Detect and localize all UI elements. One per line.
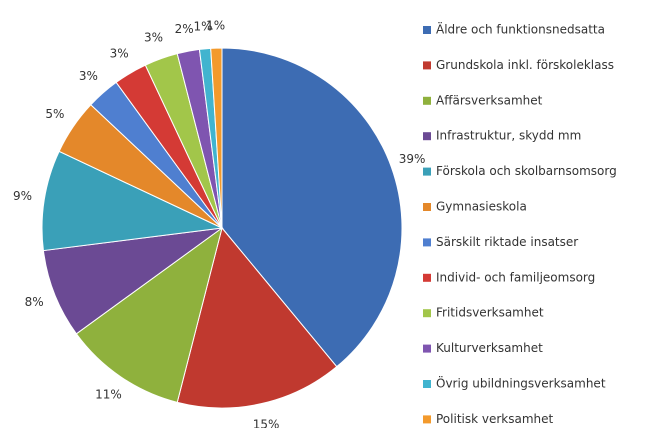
- legend-label: Politisk verksamhet: [436, 412, 554, 426]
- pie-slice: [41, 150, 224, 252]
- data-label: 15%: [253, 418, 280, 428]
- legend-label: Äldre och funktionsnedsatta: [436, 22, 605, 37]
- legend-swatch: [423, 132, 431, 141]
- legend-swatch: [423, 61, 431, 70]
- data-label: 8%: [25, 295, 44, 309]
- legend-label: Kulturverksamhet: [436, 341, 543, 355]
- data-label: 9%: [13, 189, 32, 203]
- legend-swatch: [423, 415, 431, 424]
- legend-swatch: [423, 238, 431, 247]
- legend-label: Fritidsverksamhet: [436, 306, 544, 320]
- pie-slice: [42, 227, 223, 335]
- pie-slice: [176, 226, 338, 409]
- legend-label: Övrig ubildningsverksamhet: [436, 375, 606, 391]
- pie-slice: [75, 226, 223, 403]
- legend-swatch: [423, 203, 431, 211]
- pie-slice: [221, 47, 403, 368]
- legend-label: Individ- och familjeomsorg: [436, 270, 595, 284]
- pie-slice: [210, 47, 223, 229]
- legend-label: Grundskola inkl. förskoleklass: [436, 58, 614, 72]
- data-label: 5%: [45, 107, 64, 121]
- legend-swatch: [423, 344, 431, 353]
- data-label: 2%: [175, 22, 194, 36]
- data-label: 1%: [206, 19, 225, 33]
- legend-swatch: [423, 167, 431, 176]
- legend-label: Affärsverksamhet: [436, 93, 543, 107]
- data-label: 39%: [399, 152, 426, 166]
- legend-label: Infrastruktur, skydd mm: [436, 129, 581, 143]
- legend-label: Gymnasieskola: [436, 200, 527, 214]
- data-label: 3%: [144, 30, 163, 44]
- legend-swatch: [423, 380, 431, 388]
- legend-swatch: [423, 26, 431, 34]
- legend-label: Förskola och skolbarnsomsorg: [436, 164, 617, 178]
- legend-swatch: [423, 309, 431, 318]
- legend-swatch: [423, 273, 431, 282]
- data-label: 11%: [95, 388, 122, 402]
- legend-swatch: [423, 96, 431, 105]
- data-label: 3%: [110, 47, 129, 61]
- legend-label: Särskilt riktade insatser: [436, 235, 578, 249]
- data-label: 3%: [79, 69, 98, 83]
- data-label: 1%: [193, 19, 212, 33]
